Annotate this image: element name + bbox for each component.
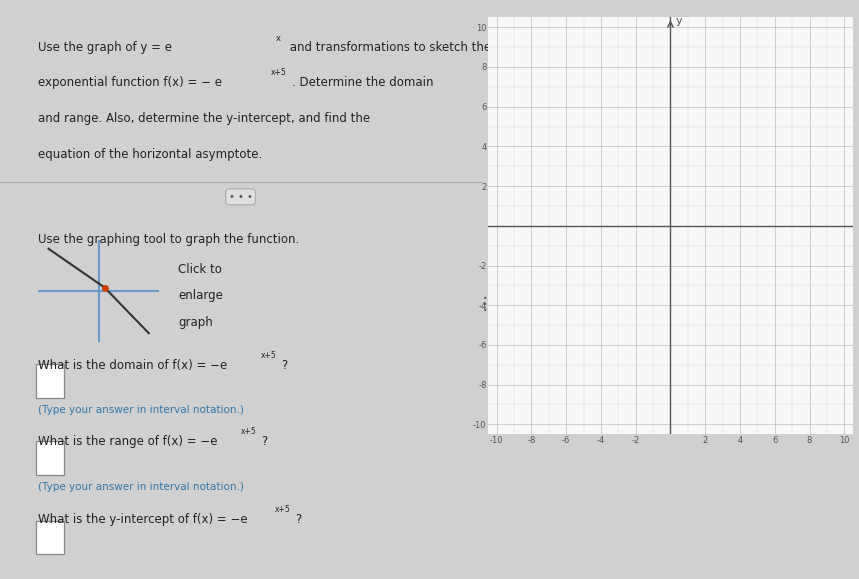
Text: (Type your answer in interval notation.): (Type your answer in interval notation.): [39, 405, 244, 415]
Text: x+5: x+5: [261, 351, 277, 360]
Text: • • •: • • •: [228, 192, 253, 202]
Text: What is the domain of f(x) = −e: What is the domain of f(x) = −e: [39, 359, 228, 372]
Text: enlarge: enlarge: [178, 290, 222, 302]
Text: ?: ?: [261, 435, 267, 448]
Text: . Determine the domain: . Determine the domain: [292, 76, 434, 89]
FancyBboxPatch shape: [36, 521, 64, 554]
Text: What is the range of f(x) = −e: What is the range of f(x) = −e: [39, 435, 218, 448]
Text: graph: graph: [178, 316, 213, 328]
Text: ?: ?: [282, 359, 288, 372]
FancyBboxPatch shape: [36, 441, 64, 475]
Text: What is the y-intercept of f(x) = −e: What is the y-intercept of f(x) = −e: [39, 513, 248, 526]
Text: exponential function f(x) = − e: exponential function f(x) = − e: [39, 76, 222, 89]
Text: equation of the horizontal asymptote.: equation of the horizontal asymptote.: [39, 148, 263, 161]
Text: Click to: Click to: [178, 263, 222, 276]
FancyBboxPatch shape: [36, 364, 64, 398]
Text: ?: ?: [295, 513, 302, 526]
Text: y: y: [676, 16, 682, 26]
Text: x+5: x+5: [271, 68, 286, 78]
Text: x: x: [276, 34, 281, 43]
Text: (Type your answer in interval notation.): (Type your answer in interval notation.): [39, 482, 244, 492]
Text: x+5: x+5: [241, 427, 256, 437]
Text: and transformations to sketch the: and transformations to sketch the: [286, 41, 491, 53]
Text: x+5: x+5: [275, 505, 290, 514]
Text: and range. Also, determine the y-intercept, and find the: and range. Also, determine the y-interce…: [39, 112, 370, 125]
Text: Use the graphing tool to graph the function.: Use the graphing tool to graph the funct…: [39, 233, 300, 245]
Text: ⋮: ⋮: [476, 295, 493, 313]
Text: Use the graph of y = e: Use the graph of y = e: [39, 41, 173, 53]
